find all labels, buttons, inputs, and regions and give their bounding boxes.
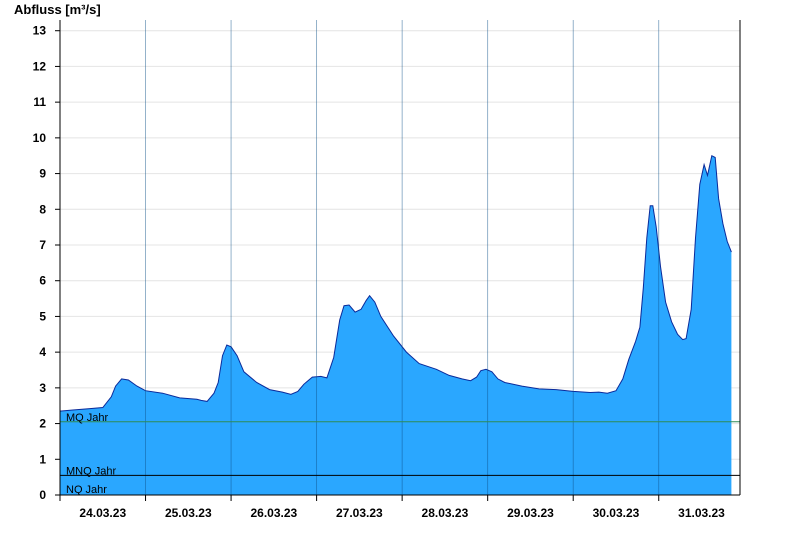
x-tick-label: 29.03.23 — [507, 506, 554, 520]
reference-label: MNQ Jahr — [66, 465, 116, 477]
x-tick-label: 26.03.23 — [250, 506, 297, 520]
grid — [60, 30, 740, 460]
x-tick-label: 30.03.23 — [593, 506, 640, 520]
y-tick-label: 0 — [39, 488, 46, 502]
x-tick-label: 25.03.23 — [165, 506, 212, 520]
reference-label: MQ Jahr — [66, 412, 109, 424]
y-tick-label: 9 — [39, 167, 46, 181]
x-tick-label: 24.03.23 — [79, 506, 126, 520]
axes — [59, 20, 741, 496]
y-tick-label: 5 — [39, 309, 46, 323]
y-tick-label: 3 — [39, 381, 46, 395]
y-tick-label: 2 — [39, 417, 46, 431]
day-separator-lines — [145, 20, 660, 495]
y-tick-label: 13 — [33, 24, 47, 38]
series-line — [59, 154, 732, 412]
x-axis-ticks: 24.03.23 25.03.23 26.03.23 27.03.23 28.03.23… — [59, 495, 725, 520]
reference-label: NQ Jahr — [66, 484, 107, 496]
x-tick-label: 31.03.23 — [678, 506, 725, 520]
x-tick-label: 28.03.23 — [422, 506, 469, 520]
y-tick-label: 6 — [39, 274, 46, 288]
x-tick-label: 27.03.23 — [336, 506, 383, 520]
y-axis-title: Abfluss [m³/s] — [14, 2, 101, 17]
y-tick-label: 4 — [39, 345, 46, 359]
y-tick-label: 11 — [33, 95, 46, 109]
y-tick-label: 10 — [33, 131, 47, 145]
y-tick-label: 12 — [33, 59, 47, 73]
series-area — [60, 155, 732, 495]
y-tick-label: 8 — [39, 202, 46, 216]
y-tick-label: 1 — [39, 452, 46, 466]
y-tick-label: 7 — [39, 238, 46, 252]
reference-lines: MQ Jahr MNQ Jahr NQ Jahr — [60, 412, 740, 496]
